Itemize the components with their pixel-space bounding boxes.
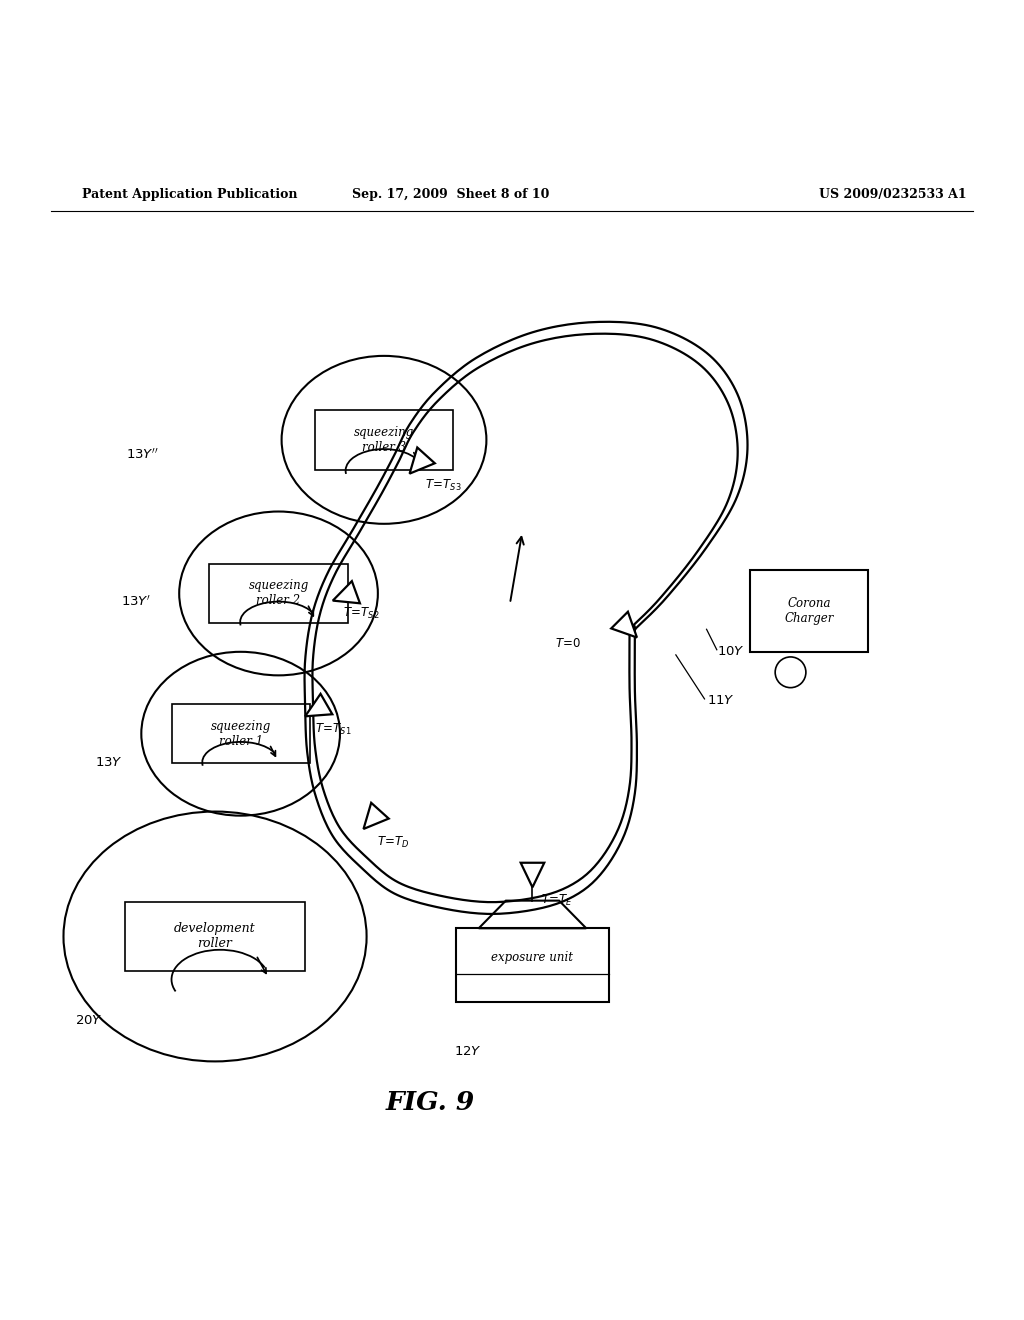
Text: $13Y'$: $13Y'$	[121, 594, 152, 609]
Text: FIG. 9: FIG. 9	[385, 1090, 475, 1115]
Text: Patent Application Publication: Patent Application Publication	[82, 187, 297, 201]
Polygon shape	[410, 447, 435, 474]
Text: Sep. 17, 2009  Sheet 8 of 10: Sep. 17, 2009 Sheet 8 of 10	[352, 187, 549, 201]
Polygon shape	[333, 581, 359, 603]
Text: $T\!=\!0$: $T\!=\!0$	[555, 638, 582, 651]
Text: Corona
Charger: Corona Charger	[784, 597, 834, 624]
Text: $T\!=\!T_{S3}$: $T\!=\!T_{S3}$	[425, 478, 462, 494]
Text: development
roller: development roller	[174, 923, 256, 950]
Polygon shape	[520, 863, 545, 887]
Text: $12Y$: $12Y$	[454, 1044, 481, 1057]
Text: $T\!=\!T_{D}$: $T\!=\!T_{D}$	[377, 834, 410, 850]
Text: $11Y$: $11Y$	[707, 694, 734, 708]
Text: squeezing
roller 3: squeezing roller 3	[354, 426, 414, 454]
Text: $13Y$: $13Y$	[95, 756, 123, 768]
Text: squeezing
roller 1: squeezing roller 1	[211, 719, 270, 747]
Text: $T\!=\!T_{S2}$: $T\!=\!T_{S2}$	[343, 606, 380, 622]
Text: exposure unit: exposure unit	[492, 952, 573, 965]
Text: US 2009/0232533 A1: US 2009/0232533 A1	[819, 187, 967, 201]
Polygon shape	[305, 694, 333, 717]
Text: $T\!=\!T_{S1}$: $T\!=\!T_{S1}$	[315, 722, 352, 737]
Text: $13Y^{\prime\prime}$: $13Y^{\prime\prime}$	[126, 447, 159, 462]
Text: $20Y$: $20Y$	[75, 1014, 102, 1027]
Polygon shape	[364, 803, 389, 829]
Text: $T\!=\!T_{E}$: $T\!=\!T_{E}$	[541, 894, 572, 908]
Text: squeezing
roller 2: squeezing roller 2	[249, 579, 308, 607]
Text: $10Y$: $10Y$	[717, 645, 744, 659]
Polygon shape	[611, 611, 637, 638]
